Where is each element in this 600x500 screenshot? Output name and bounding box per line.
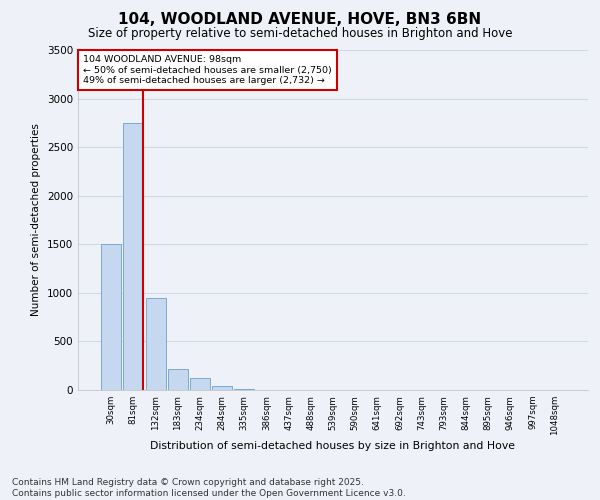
- Text: Size of property relative to semi-detached houses in Brighton and Hove: Size of property relative to semi-detach…: [88, 28, 512, 40]
- Bar: [234, 389, 254, 390]
- Bar: [101, 244, 121, 390]
- Bar: [146, 298, 166, 390]
- Bar: [168, 368, 188, 390]
- Text: 104 WOODLAND AVENUE: 98sqm
← 50% of semi-detached houses are smaller (2,750)
49%: 104 WOODLAND AVENUE: 98sqm ← 50% of semi…: [83, 55, 332, 85]
- Text: Contains HM Land Registry data © Crown copyright and database right 2025.
Contai: Contains HM Land Registry data © Crown c…: [12, 478, 406, 498]
- Bar: [124, 123, 143, 390]
- Bar: [212, 386, 232, 390]
- Bar: [190, 378, 210, 390]
- Y-axis label: Number of semi-detached properties: Number of semi-detached properties: [31, 124, 41, 316]
- X-axis label: Distribution of semi-detached houses by size in Brighton and Hove: Distribution of semi-detached houses by …: [151, 441, 515, 451]
- Text: 104, WOODLAND AVENUE, HOVE, BN3 6BN: 104, WOODLAND AVENUE, HOVE, BN3 6BN: [118, 12, 482, 28]
